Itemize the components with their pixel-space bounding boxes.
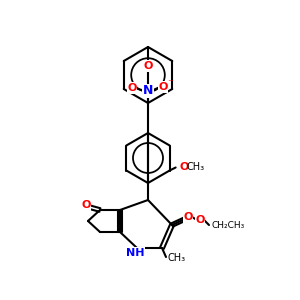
- Text: O: O: [183, 212, 193, 222]
- Text: O: O: [127, 83, 137, 93]
- Text: CH₃: CH₃: [167, 253, 185, 263]
- Text: O: O: [195, 215, 205, 225]
- Text: O: O: [143, 61, 153, 71]
- Text: NH: NH: [126, 248, 144, 258]
- Text: O: O: [81, 200, 91, 210]
- Text: ⁻: ⁻: [167, 78, 173, 88]
- Text: O: O: [180, 163, 189, 172]
- Text: CH₂CH₃: CH₂CH₃: [212, 220, 245, 230]
- Text: CH₃: CH₃: [187, 163, 205, 172]
- Text: N: N: [143, 85, 153, 98]
- Text: O: O: [158, 82, 168, 92]
